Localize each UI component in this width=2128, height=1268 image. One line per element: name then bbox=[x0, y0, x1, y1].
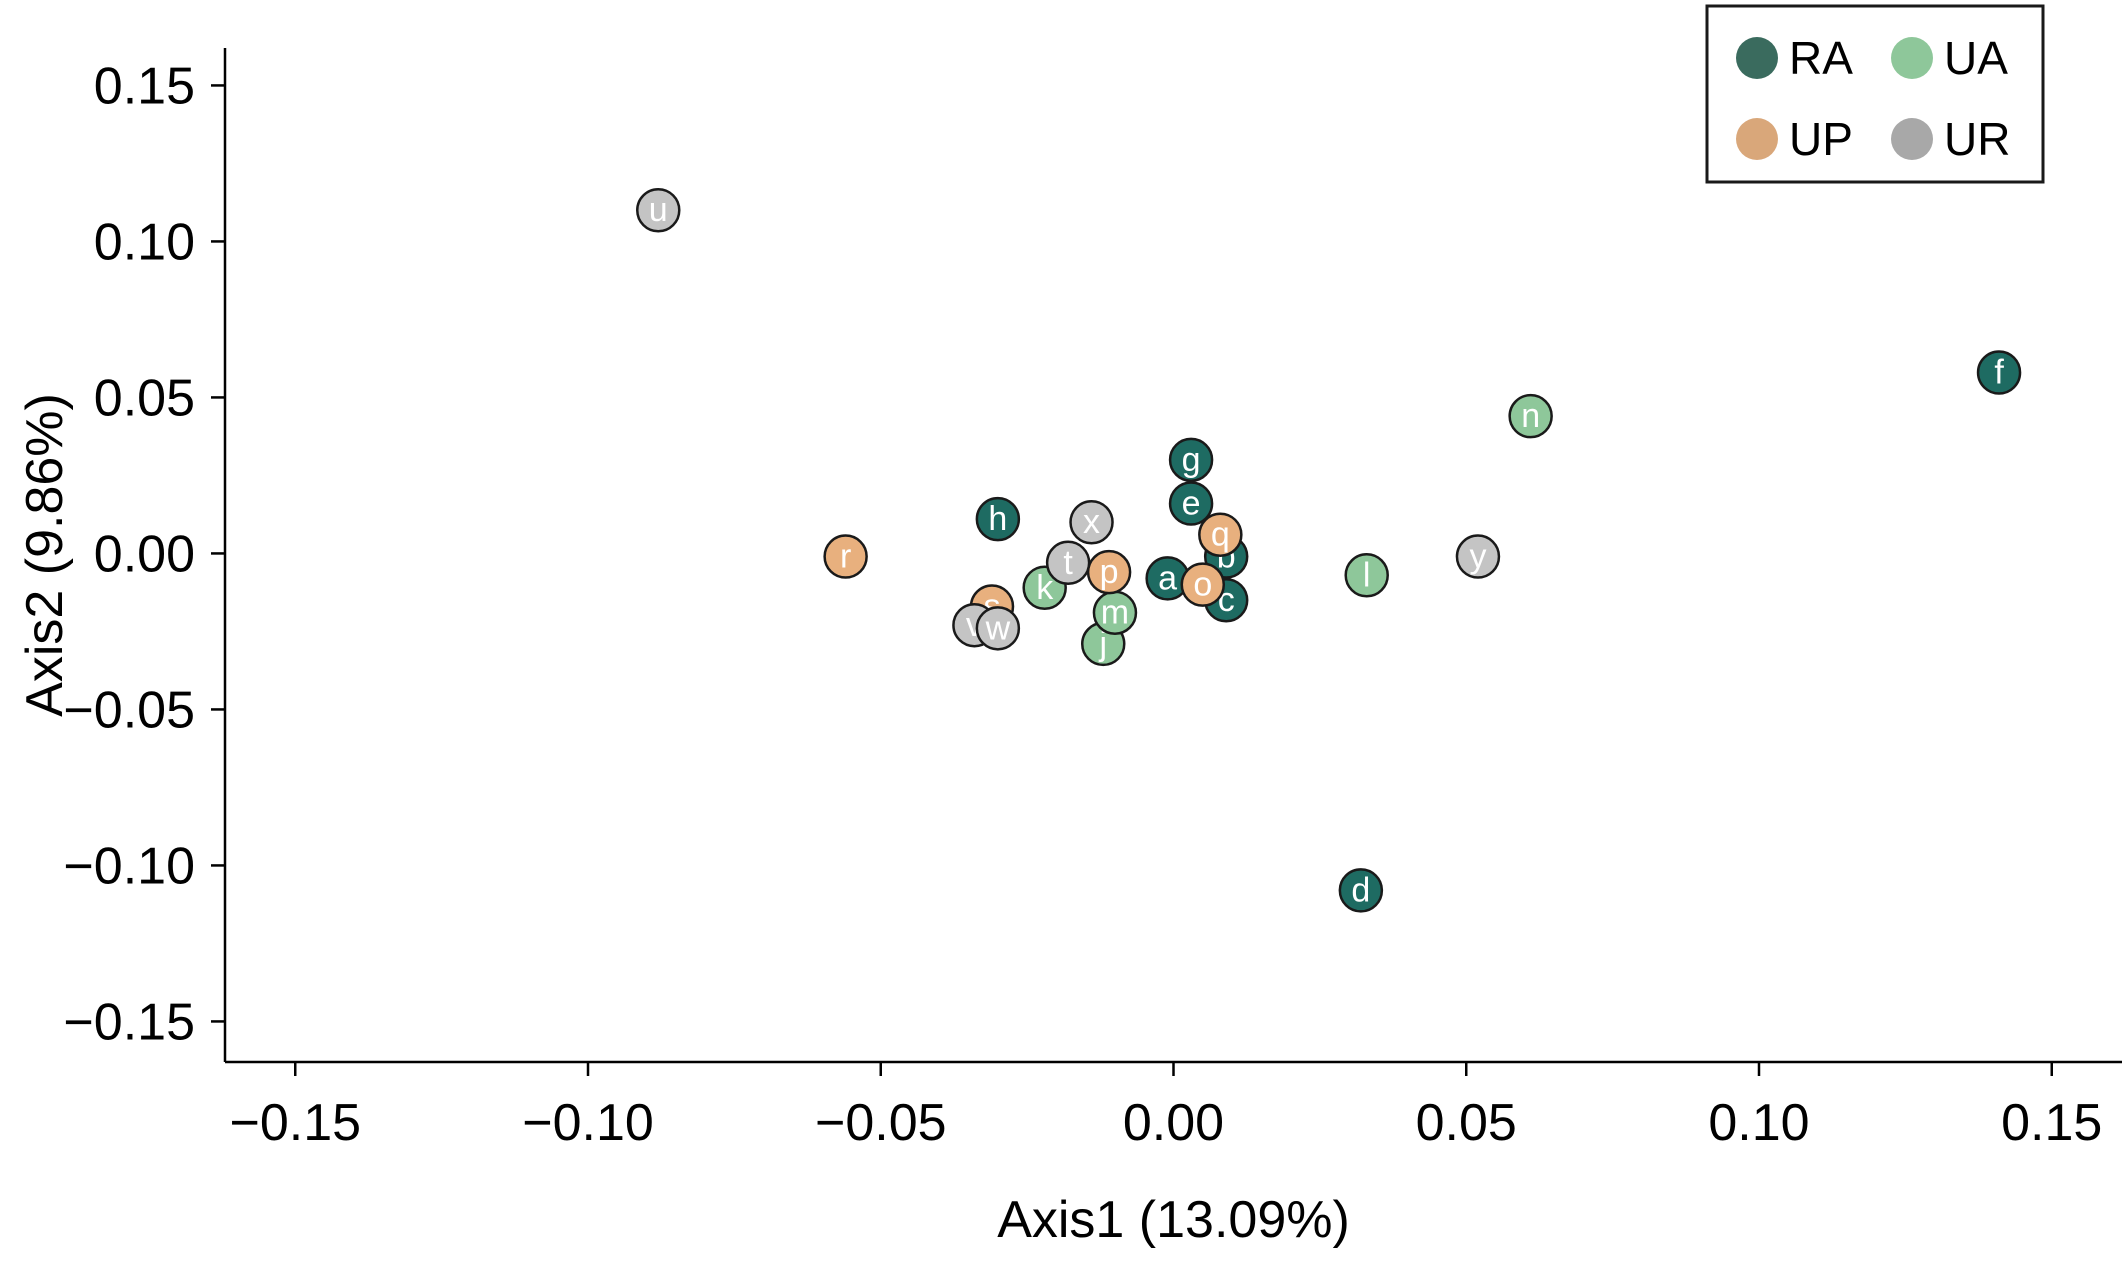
point-y bbox=[1455, 534, 1501, 579]
point-label-u: u bbox=[649, 191, 668, 229]
point-t bbox=[1045, 540, 1091, 586]
point-label-n: n bbox=[1521, 397, 1540, 435]
x-tick-label: 0.10 bbox=[1708, 1094, 1809, 1152]
point-d bbox=[1338, 868, 1384, 913]
point-h bbox=[975, 496, 1021, 542]
point-label-w: w bbox=[985, 609, 1011, 647]
y-tick-label: 0.05 bbox=[94, 369, 195, 427]
point-label-q: q bbox=[1211, 516, 1230, 554]
x-tick-label: −0.15 bbox=[229, 1094, 361, 1152]
point-n bbox=[1508, 393, 1553, 439]
point-label-y: y bbox=[1469, 538, 1486, 576]
y-tick-label: 0.10 bbox=[94, 213, 195, 271]
y-tick-label: −0.10 bbox=[63, 837, 195, 895]
legend-label-ur: UR bbox=[1944, 113, 2010, 165]
point-label-h: h bbox=[988, 500, 1007, 538]
legend-label-ua: UA bbox=[1944, 32, 2008, 84]
point-label-x: x bbox=[1083, 503, 1100, 541]
point-g bbox=[1168, 437, 1214, 483]
point-e bbox=[1168, 481, 1214, 526]
point-u bbox=[636, 187, 681, 233]
point-label-j: j bbox=[1098, 625, 1107, 663]
point-label-a: a bbox=[1158, 559, 1177, 597]
point-w bbox=[975, 606, 1021, 651]
axes bbox=[223, 48, 2122, 1064]
point-label-e: e bbox=[1182, 485, 1201, 523]
point-label-k: k bbox=[1036, 569, 1054, 607]
x-tick-label: 0.15 bbox=[2001, 1094, 2102, 1152]
legend-marker-ua bbox=[1891, 37, 1933, 79]
y-tick-label: 0.00 bbox=[94, 525, 195, 583]
legend: RA UA UP UR bbox=[1705, 4, 2045, 184]
x-tick-label: −0.10 bbox=[522, 1094, 654, 1152]
legend-marker-ra bbox=[1736, 37, 1778, 79]
point-label-g: g bbox=[1182, 441, 1201, 479]
x-axis-ticks: −0.15 −0.10 −0.05 0.00 0.05 0.10 0.15 bbox=[229, 1062, 2102, 1152]
point-label-r: r bbox=[840, 538, 851, 576]
x-tick-label: 0.00 bbox=[1123, 1094, 1224, 1152]
point-r bbox=[823, 534, 868, 579]
y-axis-ticks: −0.15 −0.10 −0.05 0.00 0.05 0.10 0.15 bbox=[63, 57, 225, 1051]
point-o bbox=[1180, 562, 1226, 607]
point-label-t: t bbox=[1063, 544, 1073, 582]
legend-label-ra: RA bbox=[1789, 32, 1853, 84]
y-axis-title: Axis2 (9.86%) bbox=[16, 393, 74, 717]
y-tick-label: 0.15 bbox=[94, 57, 195, 115]
point-q bbox=[1198, 512, 1243, 557]
point-label-o: o bbox=[1193, 566, 1212, 604]
x-tick-label: −0.05 bbox=[815, 1094, 947, 1152]
point-x bbox=[1069, 499, 1114, 545]
point-label-l: l bbox=[1363, 556, 1371, 594]
point-label-f: f bbox=[1994, 353, 2004, 391]
point-label-m: m bbox=[1101, 594, 1129, 632]
point-l bbox=[1344, 553, 1389, 598]
legend-label-up: UP bbox=[1789, 113, 1853, 165]
y-tick-label: −0.15 bbox=[63, 993, 195, 1051]
legend-marker-ur bbox=[1891, 118, 1933, 160]
point-f bbox=[1976, 350, 2022, 395]
x-axis-title: Axis1 (13.09%) bbox=[997, 1191, 1350, 1249]
y-tick-label: −0.05 bbox=[63, 681, 195, 739]
legend-marker-up bbox=[1736, 118, 1778, 160]
point-label-p: p bbox=[1100, 553, 1119, 591]
point-label-d: d bbox=[1351, 871, 1370, 909]
x-tick-label: 0.05 bbox=[1416, 1094, 1517, 1152]
